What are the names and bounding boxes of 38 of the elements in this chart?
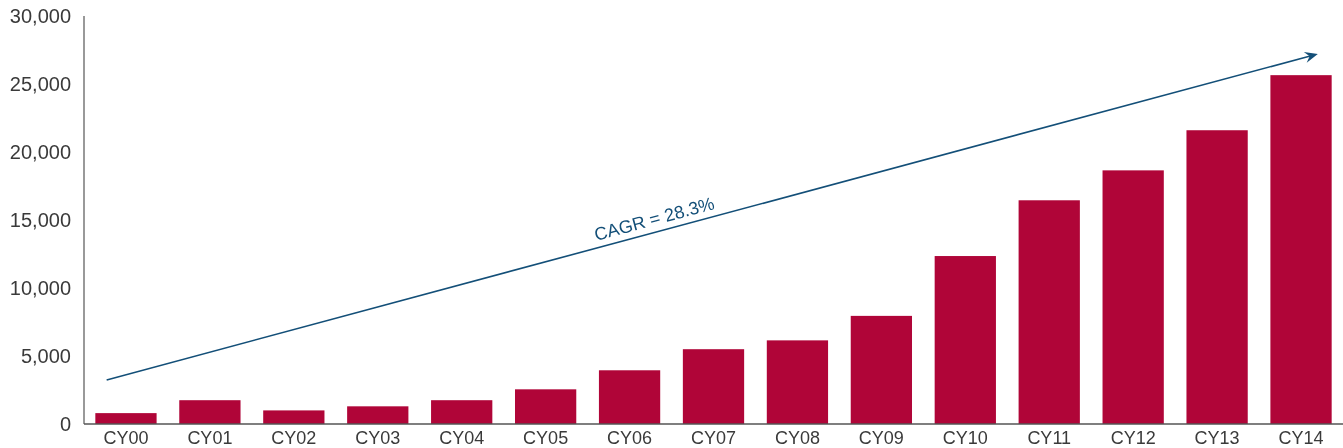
x-tick-label: CY11 xyxy=(1027,428,1072,448)
bar xyxy=(766,340,829,424)
y-tick-label: 20,000 xyxy=(9,141,71,164)
bar xyxy=(682,349,745,424)
bar xyxy=(263,410,325,424)
x-tick-label: CY05 xyxy=(523,428,569,448)
x-tick-label: CY04 xyxy=(439,428,485,448)
x-tick-label: CY01 xyxy=(187,428,233,448)
x-tick-label: CY02 xyxy=(271,428,317,448)
x-tick-label: CY14 xyxy=(1278,428,1324,448)
bar xyxy=(1186,130,1248,424)
bar xyxy=(431,400,493,424)
bar xyxy=(179,400,241,424)
bar xyxy=(95,413,157,424)
x-tick-label: CY07 xyxy=(690,428,737,448)
x-tick-label: CY10 xyxy=(942,428,988,448)
bar xyxy=(1270,75,1332,424)
bar xyxy=(934,256,996,424)
y-tick-label: 30,000 xyxy=(9,5,71,28)
x-tick-label: CY08 xyxy=(774,428,820,448)
x-tick-label: CY06 xyxy=(607,428,653,448)
x-tick-label: CY03 xyxy=(355,428,401,448)
x-tick-label: CY12 xyxy=(1110,428,1156,448)
y-tick-label: 0 xyxy=(59,413,71,436)
bar xyxy=(598,370,661,424)
bar xyxy=(1102,170,1164,424)
y-tick-label: 5,000 xyxy=(20,345,71,368)
y-tick-label: 25,000 xyxy=(9,73,71,96)
bar xyxy=(515,389,577,424)
y-tick-label: 10,000 xyxy=(9,277,71,300)
bar xyxy=(850,315,912,424)
x-tick-label: CY00 xyxy=(103,428,149,448)
x-tick-label: CY09 xyxy=(858,428,904,448)
bar xyxy=(1018,200,1080,424)
bar xyxy=(347,406,409,424)
annotation: CAGR = 28.3% xyxy=(592,193,717,245)
x-tick-label: CY13 xyxy=(1194,428,1240,448)
y-tick-label: 15,000 xyxy=(9,209,71,232)
